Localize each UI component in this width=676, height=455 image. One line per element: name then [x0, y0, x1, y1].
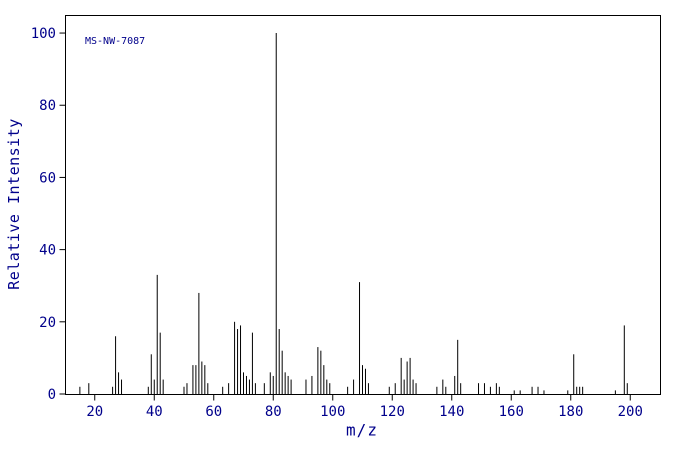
y-axis-tick-label: 60: [39, 170, 56, 186]
x-axis-tick-label: 80: [265, 404, 282, 420]
x-axis-tick-label: 160: [499, 404, 524, 420]
x-axis-tick-label: 40: [146, 404, 163, 420]
x-axis-tick-label: 180: [558, 404, 583, 420]
x-axis-tick-label: 60: [205, 404, 222, 420]
x-axis-tick-label: 120: [380, 404, 405, 420]
y-axis-tick-label: 80: [39, 98, 56, 114]
x-axis-tick-label: 140: [439, 404, 464, 420]
y-axis-tick-label: 40: [39, 243, 56, 259]
x-axis-tick-label: 100: [320, 404, 345, 420]
x-axis-tick-label: 200: [618, 404, 643, 420]
y-axis-tick-label: 0: [48, 387, 56, 403]
x-axis-tick-label: 20: [86, 404, 103, 420]
y-axis-tick-label: 100: [31, 26, 56, 42]
y-axis-tick-label: 20: [39, 315, 56, 331]
y-axis-label: Relative Intensity: [5, 118, 23, 290]
x-axis-label: m/z: [346, 420, 378, 440]
spectrum-id-label: MS-NW-7087: [85, 36, 146, 47]
plot-frame: [65, 15, 661, 395]
